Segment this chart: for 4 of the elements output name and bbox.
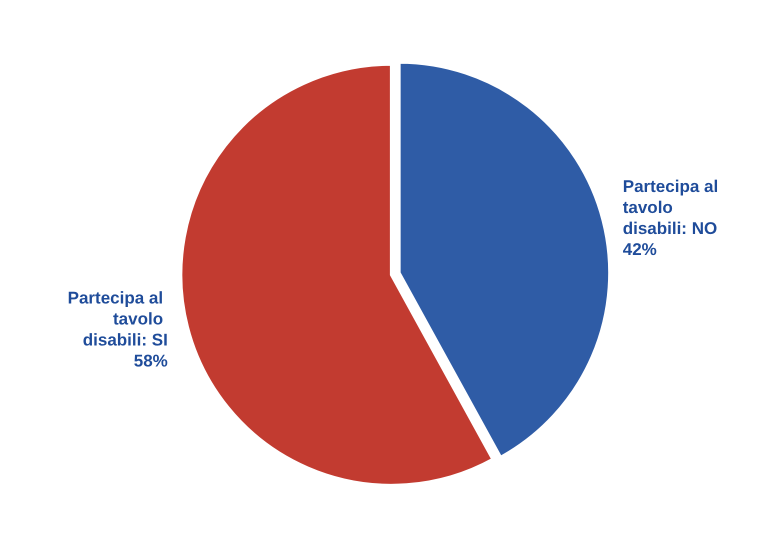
- slice-label: Partecipa al tavolo disabili: SI: [68, 288, 168, 350]
- slice-label: Partecipa al tavolo disabili: NO: [622, 176, 723, 238]
- data-label: 58%: [134, 352, 168, 371]
- data-label: 42%: [622, 240, 657, 259]
